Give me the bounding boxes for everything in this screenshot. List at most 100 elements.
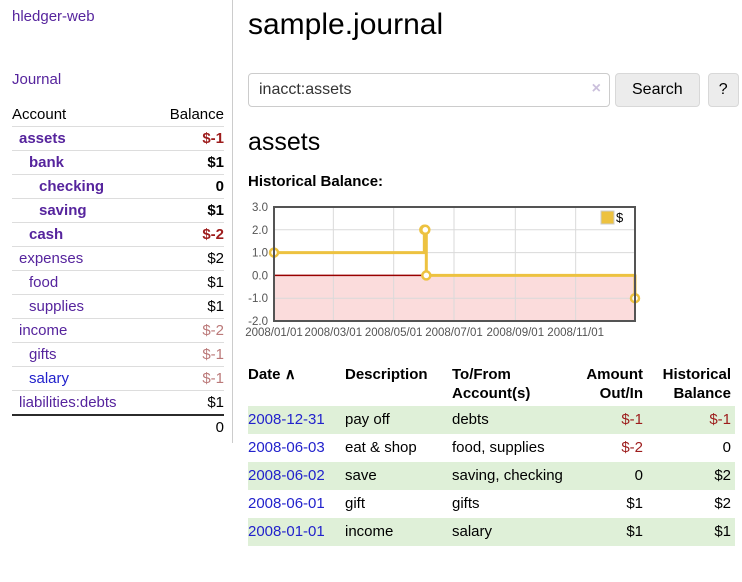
register-date-link[interactable]: 2008-12-31 bbox=[248, 411, 325, 428]
accounts-total-row: 0 bbox=[12, 415, 224, 439]
register-date-link[interactable]: 2008-06-03 bbox=[248, 439, 325, 456]
account-balance: $1 bbox=[207, 154, 224, 171]
register-row: 2008-01-01 income salary $1 $1 bbox=[248, 518, 735, 546]
account-balance: $-1 bbox=[202, 346, 224, 363]
chart-title: Historical Balance: bbox=[248, 173, 384, 190]
plot-border bbox=[273, 206, 636, 322]
register-accounts: saving, checking bbox=[452, 467, 563, 484]
register-date-link[interactable]: 2008-06-02 bbox=[248, 467, 325, 484]
register-row: 2008-06-01 gift gifts $1 $2 bbox=[248, 490, 735, 518]
data-point[interactable] bbox=[421, 270, 432, 281]
x-tick-label: 2008/09/01 bbox=[487, 327, 545, 339]
search-row: × Search ? bbox=[248, 73, 742, 107]
sidebar-account-food[interactable]: food bbox=[29, 274, 59, 291]
help-button[interactable]: ? bbox=[707, 73, 739, 107]
register-date-link[interactable]: 2008-01-01 bbox=[248, 523, 325, 540]
account-balance: 0 bbox=[215, 178, 224, 195]
col-header-balance[interactable]: Historical Balance bbox=[662, 366, 731, 402]
register-description: pay off bbox=[345, 411, 390, 428]
register-accounts: salary bbox=[452, 523, 493, 540]
page-title: sample.journal bbox=[248, 8, 444, 41]
account-row: supplies $1 bbox=[12, 294, 224, 319]
main-panel: sample.journal × Search ? assets Histori… bbox=[245, 0, 742, 546]
sidebar-account-expenses[interactable]: expenses bbox=[19, 250, 84, 267]
register-balance: $1 bbox=[714, 523, 731, 540]
account-row: income $-2 bbox=[12, 318, 224, 343]
y-tick-label: 3.0 bbox=[252, 202, 268, 214]
sidebar-account-supplies[interactable]: supplies bbox=[29, 298, 85, 315]
account-balance: $-1 bbox=[202, 130, 224, 147]
col-header-date[interactable]: Date ∧ bbox=[248, 366, 296, 383]
account-row: assets $-1 bbox=[12, 126, 224, 151]
account-balance: $1 bbox=[207, 274, 224, 291]
sidebar-account-income[interactable]: income bbox=[19, 322, 68, 339]
sidebar-account-assets[interactable]: assets bbox=[19, 130, 66, 147]
account-row: saving $1 bbox=[12, 198, 224, 223]
register-balance: $-1 bbox=[709, 411, 731, 428]
account-balance: $1 bbox=[207, 298, 224, 315]
register-row: 2008-06-03 eat & shop food, supplies $-2 0 bbox=[248, 434, 735, 462]
y-tick-label: 2.0 bbox=[252, 225, 268, 237]
y-tick-label: -2.0 bbox=[248, 316, 268, 328]
account-balance: $-2 bbox=[202, 322, 224, 339]
register-accounts: food, supplies bbox=[452, 439, 545, 456]
account-row: salary $-1 bbox=[12, 366, 224, 391]
account-row: food $1 bbox=[12, 270, 224, 295]
register-amount: $1 bbox=[626, 523, 643, 540]
account-row: checking 0 bbox=[12, 174, 224, 199]
x-tick-label: 2008/01/01 bbox=[245, 327, 303, 339]
x-tick-label: 2008/05/01 bbox=[365, 327, 423, 339]
sidebar-account-bank[interactable]: bank bbox=[29, 154, 65, 171]
account-row: gifts $-1 bbox=[12, 342, 224, 367]
sidebar-item-journal[interactable]: Journal bbox=[12, 71, 62, 88]
data-point[interactable] bbox=[420, 224, 431, 236]
chart-legend-label: $ bbox=[616, 210, 624, 225]
sidebar-account-salary[interactable]: salary bbox=[29, 370, 70, 387]
accounts-header-balance: Balance bbox=[169, 106, 224, 123]
sidebar-account-liabilities-debts[interactable]: liabilities:debts bbox=[19, 394, 117, 411]
register-balance: 0 bbox=[722, 439, 731, 456]
register-date-link[interactable]: 2008-06-01 bbox=[248, 495, 325, 512]
register-description: save bbox=[345, 467, 377, 484]
search-input[interactable] bbox=[248, 73, 610, 107]
account-balance: $-2 bbox=[202, 226, 224, 243]
register-amount: $-2 bbox=[621, 439, 643, 456]
col-header-accounts[interactable]: To/From Account(s) bbox=[452, 366, 531, 402]
register-description: eat & shop bbox=[345, 439, 417, 456]
x-tick-label: 2008/07/01 bbox=[425, 327, 483, 339]
account-balance: $-1 bbox=[202, 370, 224, 387]
account-heading: assets bbox=[248, 128, 321, 156]
app-title-link[interactable]: hledger-web bbox=[12, 8, 95, 25]
col-header-description[interactable]: Description bbox=[345, 366, 428, 383]
account-row: bank $1 bbox=[12, 150, 224, 175]
col-header-amount[interactable]: Amount Out/In bbox=[586, 366, 643, 402]
register-row: 2008-12-31 pay off debts $-1 $-1 bbox=[248, 406, 735, 434]
accounts-total-value: 0 bbox=[215, 419, 224, 436]
account-balance: $1 bbox=[207, 202, 224, 219]
account-row: liabilities:debts $1 bbox=[12, 390, 224, 416]
register-accounts: gifts bbox=[452, 495, 480, 512]
sort-ascending-icon: ∧ bbox=[284, 366, 296, 383]
x-tick-label: 2008/03/01 bbox=[305, 327, 363, 339]
register-row: 2008-06-02 save saving, checking 0 $2 bbox=[248, 462, 735, 490]
historical-balance-chart[interactable]: $3.0 2.0 1.0 0.0 -1.0 -2.0 2008/01/01 2008/03/0… bbox=[245, 200, 742, 342]
sidebar-account-gifts[interactable]: gifts bbox=[29, 346, 57, 363]
search-button[interactable]: Search bbox=[615, 73, 700, 107]
sidebar-account-checking[interactable]: checking bbox=[39, 178, 105, 195]
account-balance: $2 bbox=[207, 250, 224, 267]
account-row: expenses $2 bbox=[12, 246, 224, 271]
register-table: Date ∧ Description To/From Account(s) Am… bbox=[248, 362, 735, 546]
x-tick-label: 2008/11/01 bbox=[547, 327, 604, 339]
register-balance: $2 bbox=[714, 495, 731, 512]
sidebar-account-cash[interactable]: cash bbox=[29, 226, 64, 243]
clear-search-icon[interactable]: × bbox=[591, 80, 601, 97]
y-tick-label: -1.0 bbox=[248, 293, 268, 305]
sidebar-account-saving[interactable]: saving bbox=[39, 202, 87, 219]
accounts-table: Account Balance assets $-1 bank $1 checking 0… bbox=[12, 103, 224, 439]
register-amount: $1 bbox=[626, 495, 643, 512]
accounts-header-account: Account bbox=[12, 106, 67, 123]
register-balance: $2 bbox=[714, 467, 731, 484]
y-tick-label: 0.0 bbox=[252, 270, 268, 282]
register-description: gift bbox=[345, 495, 366, 512]
